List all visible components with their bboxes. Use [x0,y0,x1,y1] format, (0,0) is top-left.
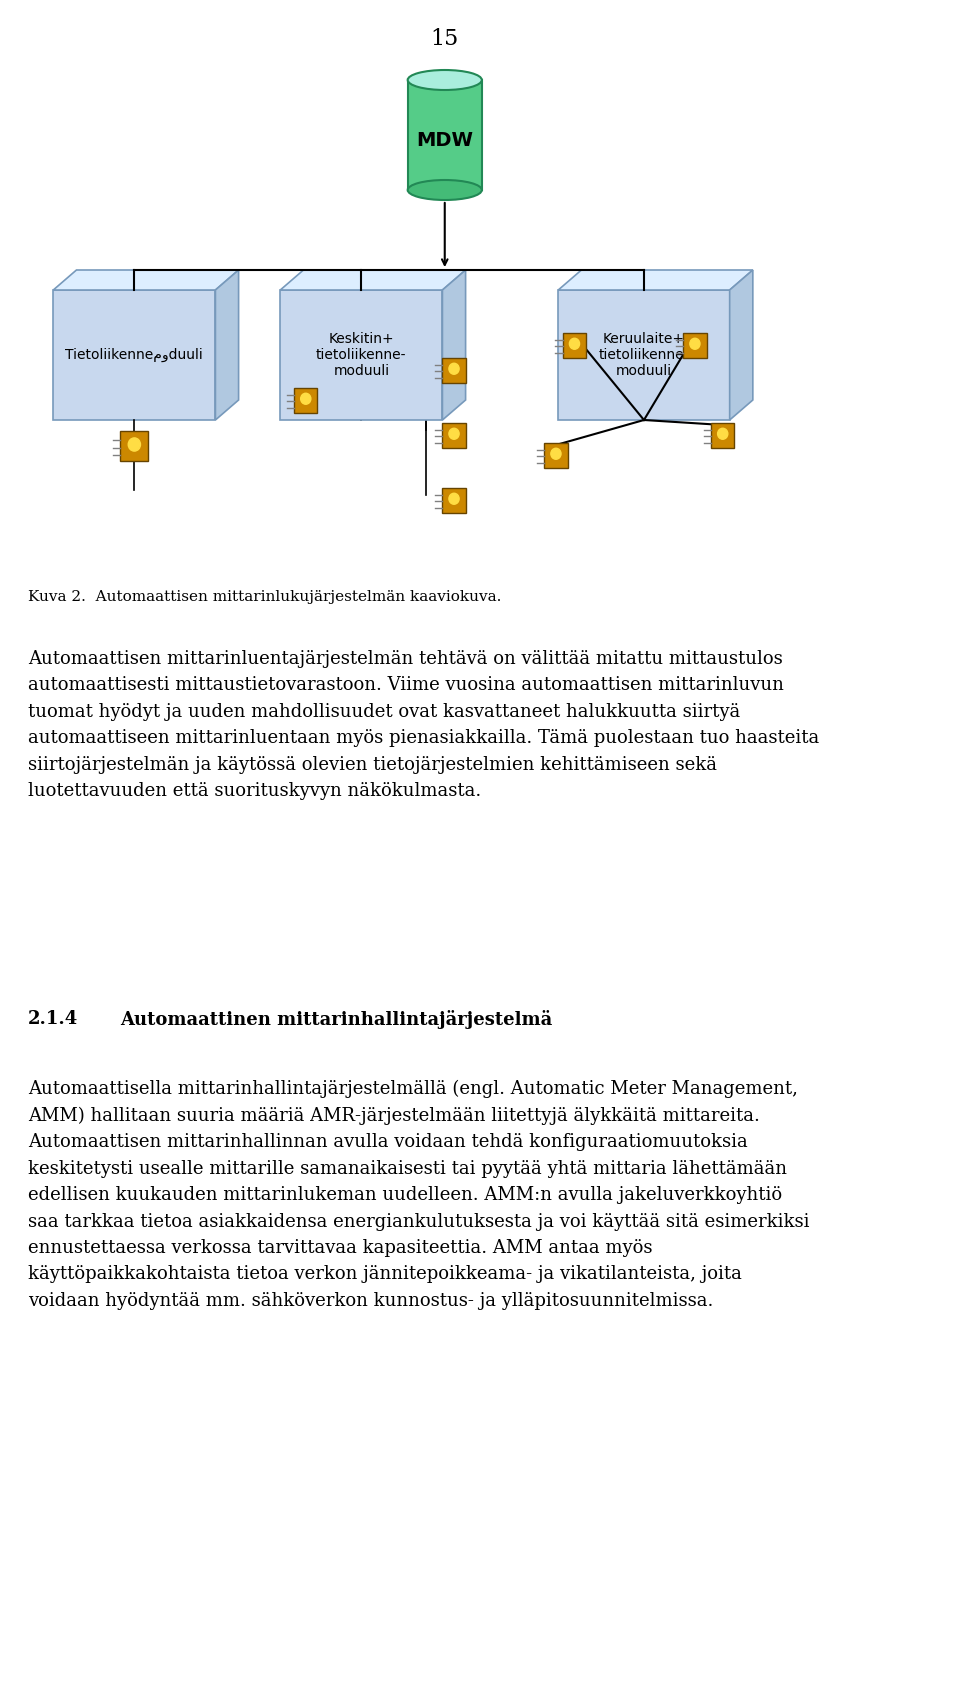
Polygon shape [215,270,239,421]
Polygon shape [120,431,148,461]
Circle shape [551,448,561,459]
Ellipse shape [408,181,482,199]
Text: Automaattinen mittarinhallintajärjestelmä: Automaattinen mittarinhallintajärjestelm… [120,1010,553,1029]
Text: Automaattisen mittarinluentajärjestelmän tehtävä on välittää mitattu mittaustulo: Automaattisen mittarinluentajärjestelmän… [28,650,819,801]
Circle shape [300,394,311,404]
Text: Kuva 2.  Automaattisen mittarinlukujärjestelmän kaaviokuva.: Kuva 2. Automaattisen mittarinlukujärjes… [28,589,501,605]
Text: MDW: MDW [417,130,473,150]
Polygon shape [408,79,482,189]
Text: 15: 15 [431,29,459,51]
Polygon shape [684,333,707,358]
Polygon shape [443,270,466,421]
Polygon shape [559,291,730,421]
Polygon shape [544,443,567,468]
Ellipse shape [408,69,482,90]
Polygon shape [443,358,466,382]
Polygon shape [53,291,215,421]
Polygon shape [294,387,318,412]
Text: 2.1.4: 2.1.4 [28,1010,78,1029]
Polygon shape [730,270,753,421]
Text: Keskitin+
tietoliikenne-
moduuli: Keskitin+ tietoliikenne- moduuli [316,331,407,378]
Text: Automaattisella mittarinhallintajärjestelmällä (engl. Automatic Meter Management: Automaattisella mittarinhallintajärjeste… [28,1079,809,1311]
Polygon shape [280,291,443,421]
Polygon shape [280,270,466,291]
Circle shape [129,437,140,451]
Polygon shape [563,333,586,358]
Text: Keruulaite+
tietoliikenne-
moduuli: Keruulaite+ tietoliikenne- moduuli [599,331,689,378]
Circle shape [449,363,459,375]
Polygon shape [711,422,734,448]
Circle shape [690,338,700,350]
Text: Tietoliikenneموduuli: Tietoliikenneموduuli [65,348,204,361]
Polygon shape [559,270,753,291]
Circle shape [449,493,459,505]
Circle shape [718,429,728,439]
Circle shape [449,429,459,439]
Circle shape [569,338,580,350]
Polygon shape [443,488,466,512]
Polygon shape [53,270,239,291]
Polygon shape [443,422,466,448]
